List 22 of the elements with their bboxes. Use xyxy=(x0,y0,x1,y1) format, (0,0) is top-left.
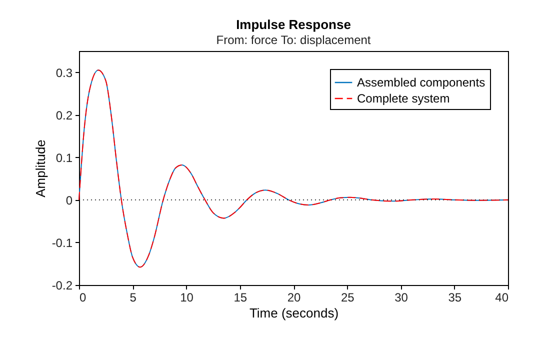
x-tick-label: 35 xyxy=(448,290,462,304)
y-tick-label: 0.1 xyxy=(56,150,73,165)
y-tick-label: -0.1 xyxy=(52,236,73,250)
y-tick-label: 0.3 xyxy=(56,66,73,80)
chart-subtitle: From: force To: displacement xyxy=(216,33,372,47)
x-tick-label: 15 xyxy=(234,290,248,304)
x-tick-label: 5 xyxy=(130,290,137,304)
x-tick-label: 25 xyxy=(340,290,355,304)
chart-title: Impulse Response xyxy=(236,17,351,32)
y-axis-title: Amplitude xyxy=(32,140,48,198)
x-tick-label: 20 xyxy=(287,290,301,304)
legend-label: Assembled components xyxy=(357,76,486,90)
x-tick-label: 40 xyxy=(495,290,509,304)
legend-label: Complete system xyxy=(357,92,450,106)
x-tick-label: 30 xyxy=(394,290,408,304)
line-series xyxy=(78,70,508,268)
y-tick-label: 0.2 xyxy=(56,108,73,122)
x-tick-label: 10 xyxy=(180,290,194,304)
y-tick-label: -0.2 xyxy=(52,278,73,292)
x-tick-label: 0 xyxy=(80,290,86,304)
x-axis-title: Time (seconds) xyxy=(249,306,339,320)
y-tick-label: 0 xyxy=(66,193,73,208)
